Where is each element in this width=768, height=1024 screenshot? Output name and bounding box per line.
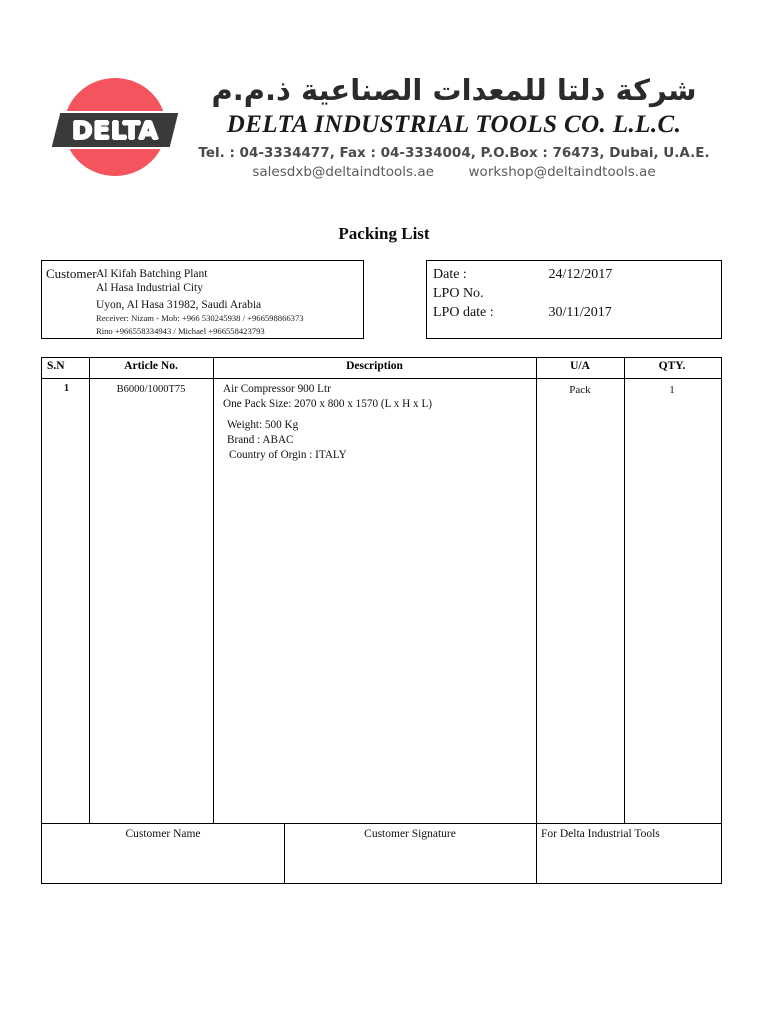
column-header-ua: U/A bbox=[570, 360, 590, 372]
company-name-english: DELTA INDUSTRIAL TOOLS CO. L.L.C. bbox=[226, 111, 682, 139]
company-name-block: شركة دلتا للمعدات الصناعية ذ.م.م DELTA I… bbox=[178, 72, 730, 182]
company-name-arabic: شركة دلتا للمعدات الصناعية ذ.م.م bbox=[211, 73, 697, 107]
letterhead: DELTA شركة دلتا للمعدات الصناعية ذ.م.م D… bbox=[0, 72, 768, 200]
cell-ua: Pack bbox=[569, 384, 591, 396]
customer-info-box: Customer Al Kifah Batching Plant Al Hasa… bbox=[41, 260, 364, 339]
footer-divider-1 bbox=[284, 824, 285, 883]
date-label: Date : bbox=[433, 267, 467, 282]
footer-divider-2 bbox=[536, 824, 537, 883]
customer-name-label: Customer Name bbox=[125, 828, 201, 840]
description-line-1: Air Compressor 900 Ltr bbox=[223, 383, 331, 395]
customer-signature-label: Customer Signature bbox=[364, 828, 456, 840]
description-line-2: One Pack Size: 2070 x 800 x 1570 (L x H … bbox=[223, 397, 433, 410]
logo-wordmark-text: DELTA bbox=[71, 115, 159, 145]
company-contact-line: Tel. : 04-3334477, Fax : 04-3334004, P.O… bbox=[198, 145, 710, 162]
description-line-5: Country of Orgin : ITALY bbox=[229, 448, 347, 461]
email-sales: salesdxb@deltaindtools.ae bbox=[252, 164, 434, 181]
customer-line-1: Al Kifah Batching Plant bbox=[96, 268, 208, 280]
lpo-date-row: LPO date : 30/11/2017 bbox=[433, 305, 717, 321]
column-header-sn: S.N bbox=[47, 360, 65, 372]
cell-description: Air Compressor 900 Ltr One Pack Size: 20… bbox=[213, 382, 533, 462]
description-line-3: Weight: 500 Kg bbox=[227, 418, 299, 431]
email-workshop: workshop@deltaindtools.ae bbox=[468, 164, 656, 181]
body-divider-1 bbox=[89, 379, 90, 823]
body-divider-3 bbox=[536, 379, 537, 823]
lpo-no-row: LPO No. bbox=[433, 286, 717, 302]
logo-wordmark-band: DELTA bbox=[51, 111, 179, 149]
page-title: Packing List bbox=[338, 224, 430, 243]
lpo-date-value: 30/11/2017 bbox=[548, 305, 612, 320]
header-divider-1 bbox=[89, 358, 90, 378]
lpo-date-label: LPO date : bbox=[433, 305, 494, 320]
column-header-description: Description bbox=[346, 360, 403, 372]
company-email-line: salesdxb@deltaindtools.ae workshop@delta… bbox=[178, 163, 730, 182]
signature-row: Customer Name Customer Signature For Del… bbox=[42, 823, 721, 883]
customer-details: Al Kifah Batching Plant Al Hasa Industri… bbox=[96, 267, 359, 338]
header-divider-2 bbox=[213, 358, 214, 378]
table-body: 1 B6000/1000T75 Air Compressor 900 Ltr O… bbox=[42, 379, 721, 823]
cell-sn: 1 bbox=[63, 383, 70, 394]
body-divider-2 bbox=[213, 379, 214, 823]
column-header-article-no: Article No. bbox=[124, 360, 178, 372]
packing-list-table: S.N Article No. Description U/A QTY. 1 B… bbox=[41, 357, 722, 884]
date-value: 24/12/2017 bbox=[548, 267, 613, 282]
column-header-qty: QTY. bbox=[658, 360, 686, 372]
customer-contact-1: Receiver: Nizam - Mob: +966 530245938 / … bbox=[96, 313, 304, 324]
customer-line-2: Al Hasa Industrial City bbox=[96, 282, 203, 295]
lpo-no-label: LPO No. bbox=[433, 286, 484, 301]
date-row: Date : 24/12/2017 bbox=[433, 267, 717, 283]
customer-label: Customer bbox=[46, 266, 97, 281]
header-divider-3 bbox=[536, 358, 537, 378]
for-company-label: For Delta Industrial Tools bbox=[541, 828, 660, 840]
header-divider-4 bbox=[624, 358, 625, 378]
description-line-4: Brand : ABAC bbox=[227, 433, 294, 446]
cell-article-no: B6000/1000T75 bbox=[116, 384, 186, 395]
delta-logo: DELTA bbox=[51, 78, 179, 176]
customer-line-3: Uyon, Al Hasa 31982, Saudi Arabia bbox=[96, 299, 262, 312]
date-info-box: Date : 24/12/2017 LPO No. LPO date : 30/… bbox=[426, 260, 722, 339]
table-header-row: S.N Article No. Description U/A QTY. bbox=[42, 358, 721, 379]
cell-qty: 1 bbox=[669, 384, 675, 396]
customer-contact-2: Rino +966558334943 / Michael +9665584237… bbox=[96, 325, 265, 336]
body-divider-4 bbox=[624, 379, 625, 823]
